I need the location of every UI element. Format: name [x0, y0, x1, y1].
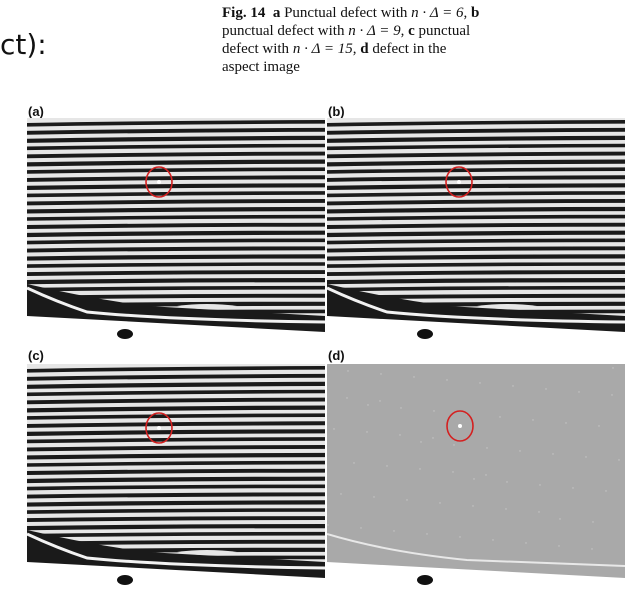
defect-circle [145, 412, 173, 444]
panel-d-image [327, 364, 625, 592]
caption-math-a: n · Δ = 6 [411, 5, 464, 21]
panel-d-svg [327, 364, 625, 592]
panel-a-svg [27, 118, 325, 346]
panel-label-a: (a) [28, 104, 44, 119]
caption-text-d: defect in the aspect image [222, 41, 447, 75]
defect-circle [145, 166, 173, 198]
panel-label-c: (c) [28, 348, 44, 363]
caption-fig-number: Fig. 14 [222, 5, 266, 21]
fringe-stripes [27, 366, 325, 570]
caption-letter-b: b [471, 5, 480, 21]
panel-label-b: (b) [328, 104, 345, 119]
defect-circle [445, 166, 473, 198]
caption-text-a: Punctual defect with [280, 5, 412, 21]
panel-b-svg [327, 118, 625, 346]
caption-math-b: n · Δ = 9 [348, 23, 401, 39]
panel-b-image [327, 118, 625, 346]
caption-math-c: n · Δ = 15 [292, 41, 353, 57]
clipped-slide-text: ct): [0, 28, 47, 61]
defect-circle [446, 410, 474, 442]
panel-c-svg [27, 364, 325, 592]
panel-label-d: (d) [328, 348, 345, 363]
panel-a-image [27, 118, 325, 346]
caption-letter-d: d [360, 41, 369, 57]
caption-letter-c: c [408, 23, 415, 39]
panel-c-image [27, 364, 325, 592]
caption-text-b: punctual defect with [222, 23, 349, 39]
caption-text-c: punctual defect with [222, 23, 471, 57]
fringe-stripes [27, 120, 325, 324]
caption-letter-a: a [272, 5, 281, 21]
figure-caption: Fig. 14 a Punctual defect with n · Δ = 6… [222, 5, 480, 75]
